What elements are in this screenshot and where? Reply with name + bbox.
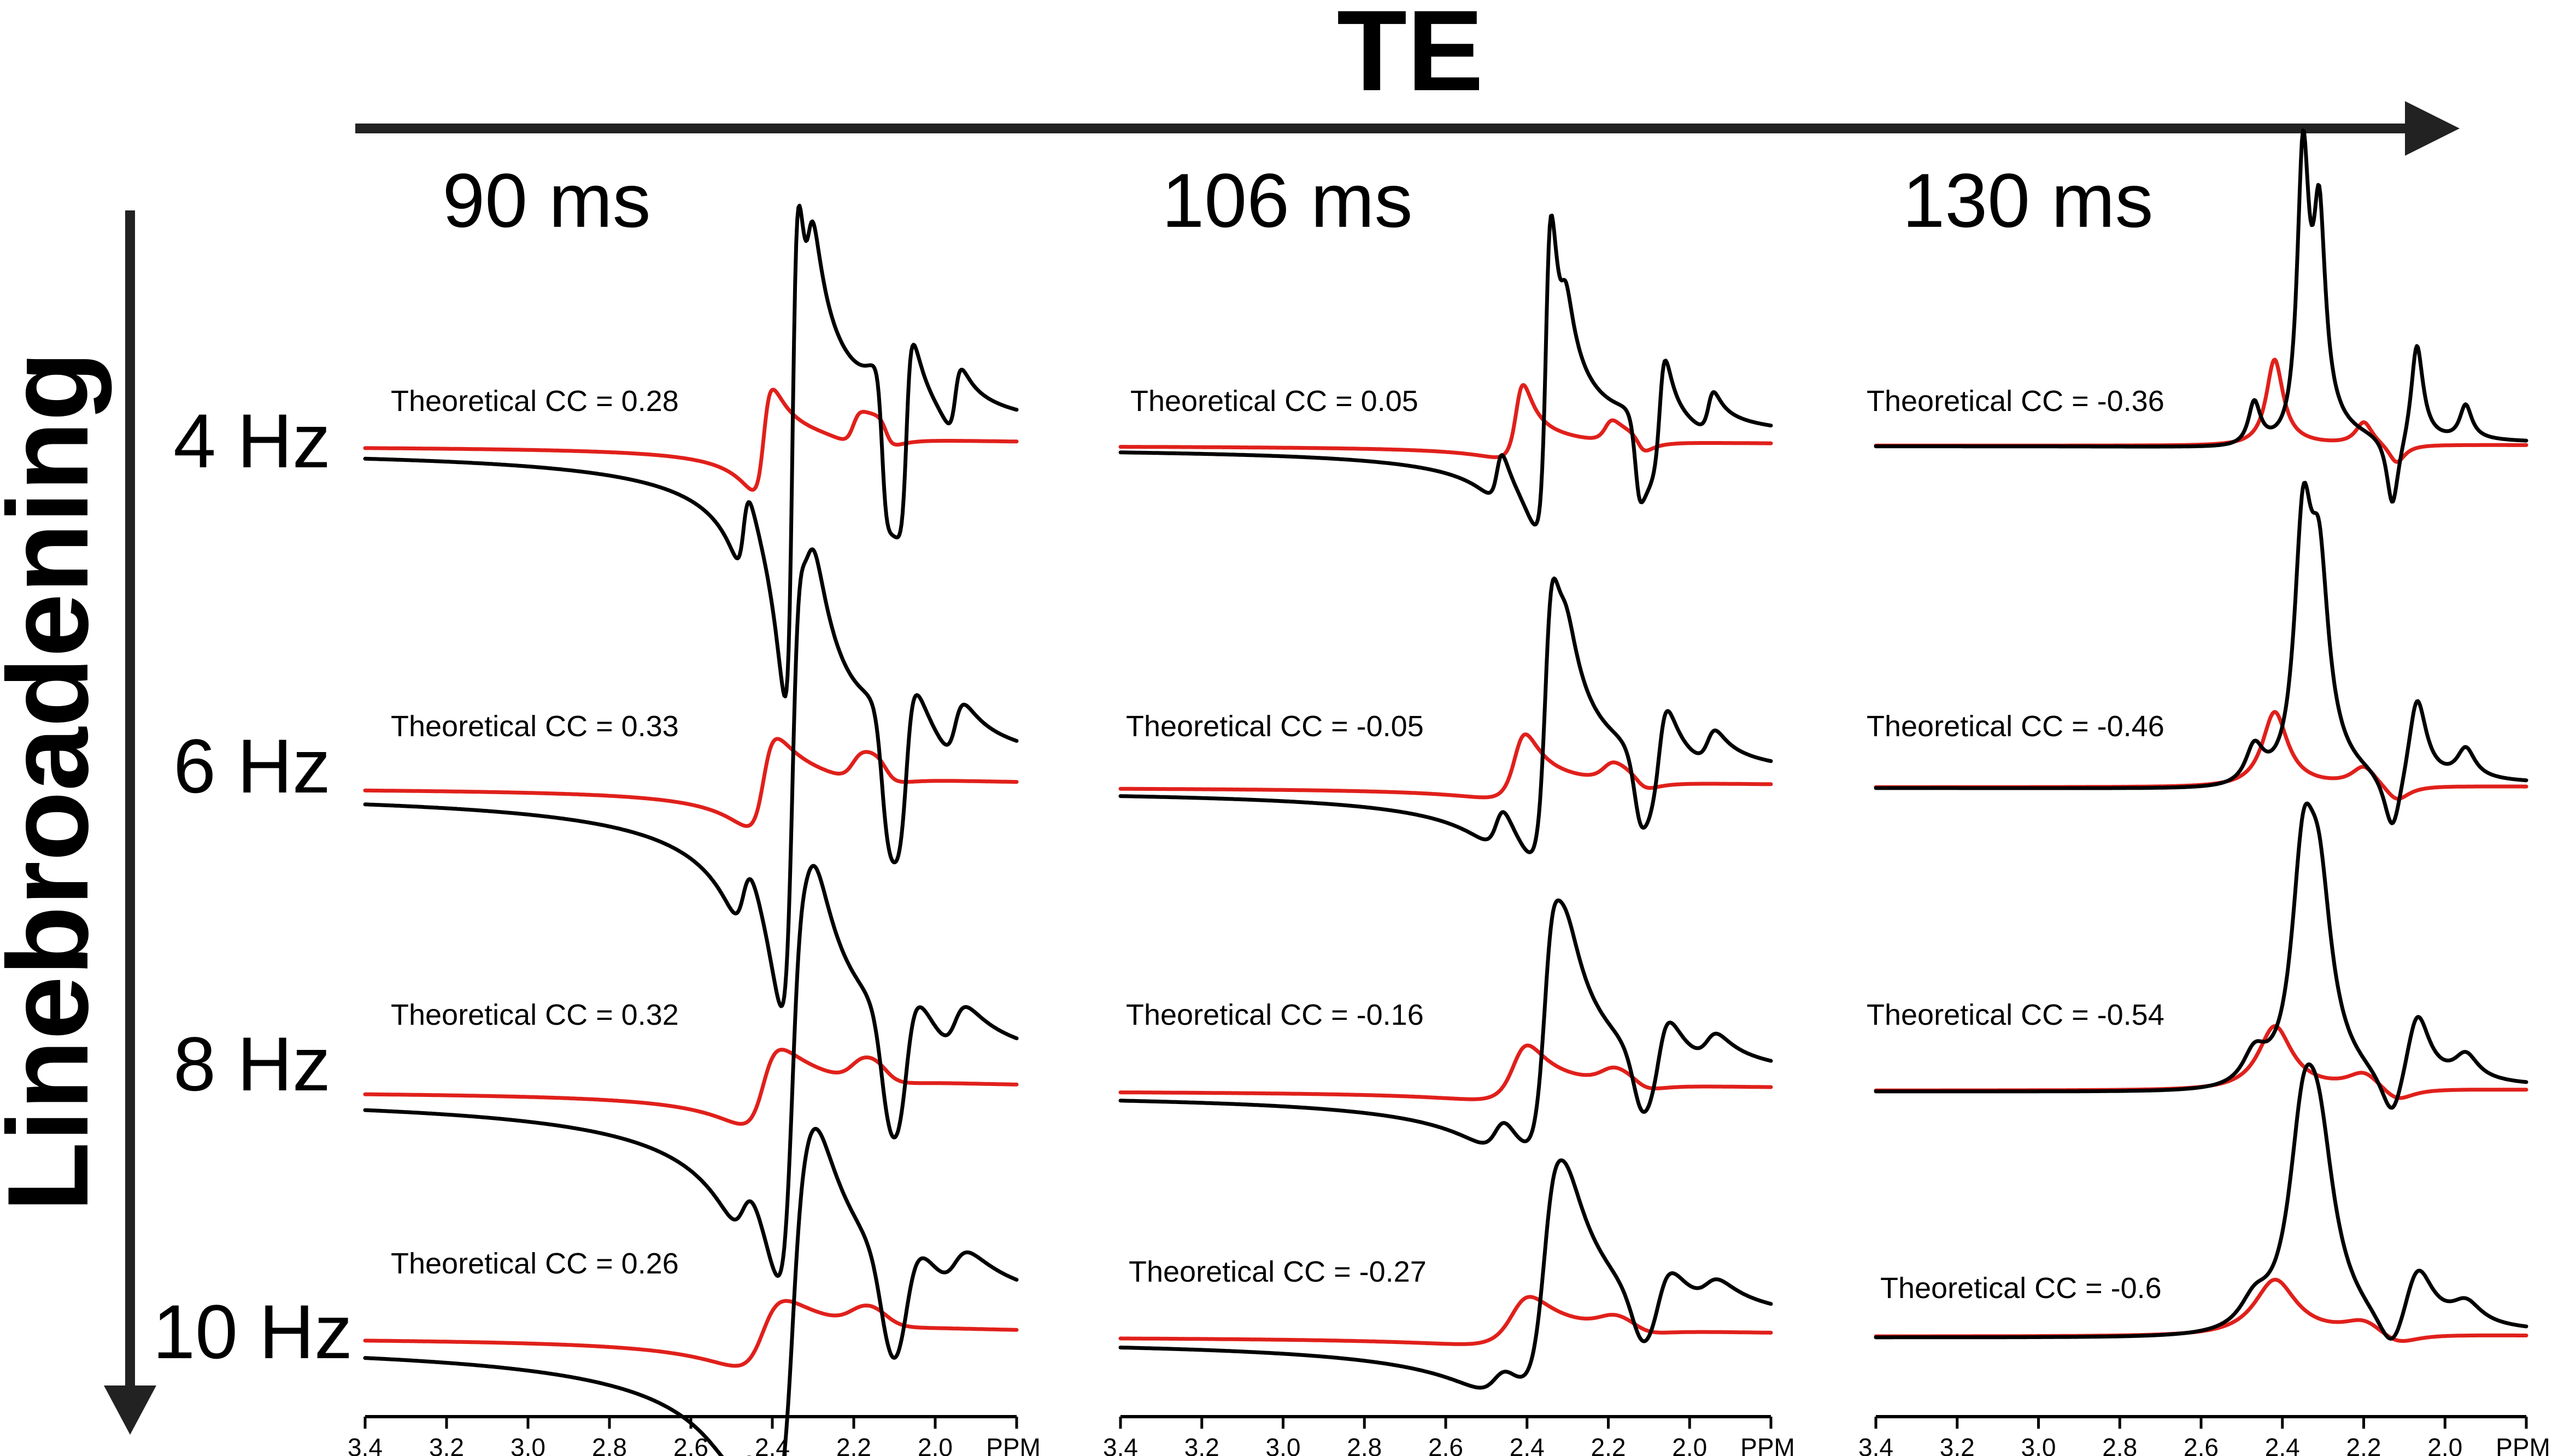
spectrum-line — [1874, 801, 2528, 1110]
x-tick-label: 2.2 — [836, 1433, 871, 1456]
cc-annotation: Theoretical CC = -0.27 — [1129, 1255, 1427, 1288]
x-tick-label: 3.2 — [429, 1433, 464, 1456]
fit-line — [363, 1299, 1019, 1368]
spectrum-panel — [363, 864, 1019, 1278]
spectrum-panel — [1118, 1158, 1773, 1390]
x-tick-label: 2.8 — [1347, 1433, 1382, 1456]
x-tick-label: 2.6 — [2184, 1433, 2219, 1456]
x-tick-label: 2.2 — [1591, 1433, 1626, 1456]
spectrum-panel — [363, 547, 1019, 1008]
x-tick-label: 3.0 — [2021, 1433, 2056, 1456]
spectrum-panel — [1874, 1062, 2528, 1343]
row-label-6hz: 6 Hz — [173, 723, 331, 809]
spectrum-panel — [1118, 213, 1773, 527]
cc-annotation: Theoretical CC = -0.54 — [1867, 999, 2164, 1031]
spectrum-line — [363, 1126, 1019, 1456]
x-axis-unit: PPM — [1740, 1433, 1795, 1456]
x-tick-label: 2.4 — [2265, 1433, 2300, 1456]
x-tick-label: 3.0 — [511, 1433, 545, 1456]
x-tick-label: 2.6 — [1428, 1433, 1463, 1456]
spectrum-line — [363, 547, 1019, 1008]
x-tick-label: 2.6 — [673, 1433, 708, 1456]
spectrum-line — [1118, 1158, 1773, 1390]
fit-line — [363, 737, 1019, 828]
cc-annotations: Theoretical CC = 0.28 Theoretical CC = 0… — [391, 385, 2164, 1305]
spectrum-panel — [1118, 898, 1773, 1145]
spectrum-panel — [1874, 801, 2528, 1110]
x-tick-label: 2.4 — [755, 1433, 790, 1456]
spectrum-line — [1874, 128, 2528, 504]
x-tick-label: 2.0 — [1672, 1433, 1707, 1456]
column-label-90ms: 90 ms — [442, 157, 650, 243]
spectrum-line — [1118, 213, 1773, 527]
fit-line — [363, 1048, 1019, 1126]
spectrum-panel — [1118, 576, 1773, 854]
cc-annotation: Theoretical CC = -0.6 — [1880, 1272, 2162, 1305]
spectrum-line — [1118, 576, 1773, 854]
x-axis: 3.4 3.2 3.0 2.8 2.6 2.4 2.2 2.0 PPM — [348, 1415, 1041, 1456]
x-tick-label: 3.4 — [1103, 1433, 1138, 1456]
spectrum-panel — [363, 1126, 1019, 1456]
x-axis: 3.4 3.2 3.0 2.8 2.6 2.4 2.2 2.0 PPM — [1103, 1415, 1795, 1456]
fit-line — [1118, 1043, 1773, 1101]
row-label-4hz: 4 Hz — [173, 398, 331, 484]
cc-annotation: Theoretical CC = 0.33 — [391, 710, 679, 743]
cc-annotation: Theoretical CC = -0.46 — [1867, 710, 2164, 743]
row-label-10hz: 10 Hz — [152, 1289, 353, 1375]
spectrum-panel — [1874, 480, 2528, 825]
fit-line — [1118, 732, 1773, 800]
fit-line — [1118, 383, 1773, 459]
cc-annotation: Theoretical CC = 0.28 — [391, 385, 679, 418]
x-axis-unit: PPM — [2496, 1433, 2550, 1456]
cc-annotation: Theoretical CC = 0.32 — [391, 999, 679, 1031]
x-axis: 3.4 3.2 3.0 2.8 2.6 2.4 2.2 2.0 PPM — [1858, 1415, 2550, 1456]
spectrum-line — [1874, 480, 2528, 825]
spectrum-line — [363, 864, 1019, 1278]
x-tick-label: 3.2 — [1184, 1433, 1219, 1456]
x-tick-label: 2.4 — [1510, 1433, 1545, 1456]
spectrum-panel — [363, 203, 1019, 698]
x-tick-label: 3.4 — [1858, 1433, 1893, 1456]
linebroadening-title: Linebroadening — [0, 351, 112, 1212]
x-tick-label: 3.2 — [1940, 1433, 1975, 1456]
cc-annotation: Theoretical CC = 0.05 — [1130, 385, 1418, 418]
x-tick-label: 3.0 — [1266, 1433, 1301, 1456]
column-label-130ms: 130 ms — [1902, 157, 2153, 243]
x-tick-label: 2.2 — [2346, 1433, 2381, 1456]
x-tick-label: 2.0 — [918, 1433, 953, 1456]
x-axis-unit: PPM — [986, 1433, 1041, 1456]
x-tick-label: 3.4 — [348, 1433, 383, 1456]
fit-line — [1118, 1295, 1773, 1346]
spectrum-line — [363, 203, 1019, 698]
spectra-traces — [363, 128, 2528, 1456]
row-label-8hz: 8 Hz — [173, 1021, 331, 1107]
x-tick-label: 2.0 — [2427, 1433, 2462, 1456]
column-label-106ms: 106 ms — [1161, 157, 1412, 243]
x-axes: 3.4 3.2 3.0 2.8 2.6 2.4 2.2 2.0 PPM 3.4 3.2 3.0 2.8 2… — [348, 1415, 2550, 1456]
te-arrow-head — [2405, 101, 2460, 156]
linebroadening-arrow-head — [104, 1385, 156, 1435]
te-title: TE — [1337, 0, 1483, 115]
spectrum-line — [1874, 1062, 2528, 1341]
spectrum-panel — [1874, 128, 2528, 504]
x-tick-label: 2.8 — [2102, 1433, 2137, 1456]
cc-annotation: Theoretical CC = -0.16 — [1126, 999, 1424, 1031]
x-tick-label: 2.8 — [592, 1433, 627, 1456]
cc-annotation: Theoretical CC = -0.05 — [1126, 710, 1424, 743]
cc-annotation: Theoretical CC = -0.36 — [1867, 385, 2164, 418]
spectrum-line — [1118, 898, 1773, 1145]
cc-annotation: Theoretical CC = 0.26 — [391, 1247, 679, 1280]
